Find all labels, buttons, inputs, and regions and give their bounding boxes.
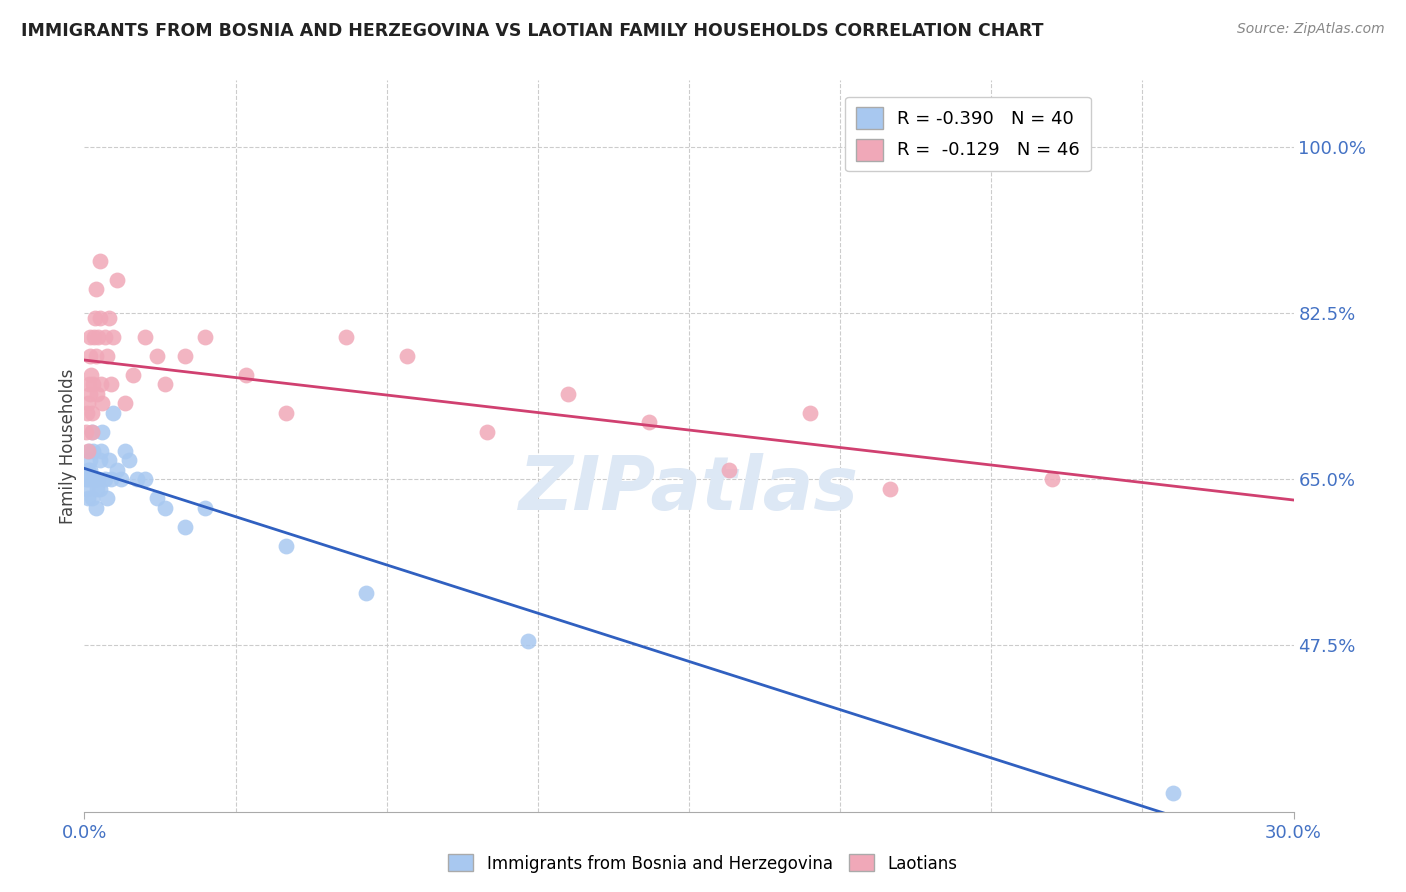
- Point: [100, 377, 122, 392]
- Point: [75, 472, 97, 486]
- Point: [118, 453, 141, 467]
- Point: [1161, 786, 1184, 800]
- Point: [153, 377, 176, 392]
- Point: [82, 443, 104, 458]
- Point: [77, 472, 100, 486]
- Y-axis label: Family Households: Family Households: [59, 368, 77, 524]
- Text: IMMIGRANTS FROM BOSNIA AND HERZEGOVINA VS LAOTIAN FAMILY HOUSEHOLDS CORRELATION : IMMIGRANTS FROM BOSNIA AND HERZEGOVINA V…: [21, 22, 1043, 40]
- Point: [86, 482, 108, 496]
- Point: [79, 463, 101, 477]
- Point: [90, 443, 112, 458]
- Point: [83, 330, 105, 344]
- Point: [274, 539, 297, 553]
- Point: [80, 368, 103, 382]
- Point: [356, 586, 378, 600]
- Point: [477, 425, 499, 439]
- Point: [77, 377, 100, 392]
- Point: [718, 463, 741, 477]
- Point: [90, 377, 112, 392]
- Point: [153, 500, 176, 515]
- Point: [79, 472, 101, 486]
- Point: [174, 520, 197, 534]
- Point: [101, 406, 124, 420]
- Point: [84, 310, 107, 325]
- Point: [125, 472, 148, 486]
- Point: [395, 349, 418, 363]
- Point: [89, 253, 111, 268]
- Point: [93, 330, 115, 344]
- Point: [516, 633, 538, 648]
- Point: [83, 472, 105, 486]
- Point: [146, 349, 169, 363]
- Text: Source: ZipAtlas.com: Source: ZipAtlas.com: [1237, 22, 1385, 37]
- Point: [97, 453, 120, 467]
- Point: [134, 472, 156, 486]
- Point: [87, 330, 110, 344]
- Point: [86, 349, 108, 363]
- Point: [105, 273, 128, 287]
- Point: [87, 472, 110, 486]
- Point: [84, 472, 107, 486]
- Point: [96, 349, 118, 363]
- Point: [89, 453, 111, 467]
- Point: [101, 330, 124, 344]
- Point: [89, 310, 111, 325]
- Point: [82, 425, 104, 439]
- Point: [77, 443, 100, 458]
- Point: [799, 406, 821, 420]
- Point: [79, 330, 101, 344]
- Point: [79, 453, 101, 467]
- Point: [114, 396, 136, 410]
- Point: [96, 491, 118, 506]
- Point: [1040, 472, 1063, 486]
- Point: [89, 482, 111, 496]
- Point: [75, 425, 97, 439]
- Point: [91, 396, 114, 410]
- Point: [93, 472, 115, 486]
- Point: [121, 368, 143, 382]
- Point: [86, 500, 108, 515]
- Point: [637, 415, 659, 429]
- Point: [97, 310, 120, 325]
- Point: [146, 491, 169, 506]
- Point: [77, 443, 100, 458]
- Point: [91, 425, 114, 439]
- Point: [100, 472, 122, 486]
- Text: ZIPatlas: ZIPatlas: [519, 453, 859, 526]
- Point: [76, 406, 98, 420]
- Point: [114, 443, 136, 458]
- Point: [86, 386, 108, 401]
- Point: [335, 330, 357, 344]
- Point: [82, 491, 104, 506]
- Point: [134, 330, 156, 344]
- Point: [274, 406, 297, 420]
- Point: [84, 282, 107, 296]
- Point: [194, 330, 217, 344]
- Point: [80, 406, 103, 420]
- Point: [79, 349, 101, 363]
- Point: [557, 386, 579, 401]
- Point: [235, 368, 257, 382]
- Point: [80, 425, 103, 439]
- Point: [76, 482, 98, 496]
- Point: [105, 463, 128, 477]
- Point: [76, 491, 98, 506]
- Point: [79, 386, 101, 401]
- Point: [77, 463, 100, 477]
- Legend: Immigrants from Bosnia and Herzegovina, Laotians: Immigrants from Bosnia and Herzegovina, …: [441, 847, 965, 880]
- Legend: R = -0.390   N = 40, R =  -0.129   N = 46: R = -0.390 N = 40, R = -0.129 N = 46: [845, 96, 1091, 171]
- Point: [879, 482, 901, 496]
- Point: [76, 396, 98, 410]
- Point: [82, 377, 104, 392]
- Point: [174, 349, 197, 363]
- Point: [194, 500, 217, 515]
- Point: [110, 472, 132, 486]
